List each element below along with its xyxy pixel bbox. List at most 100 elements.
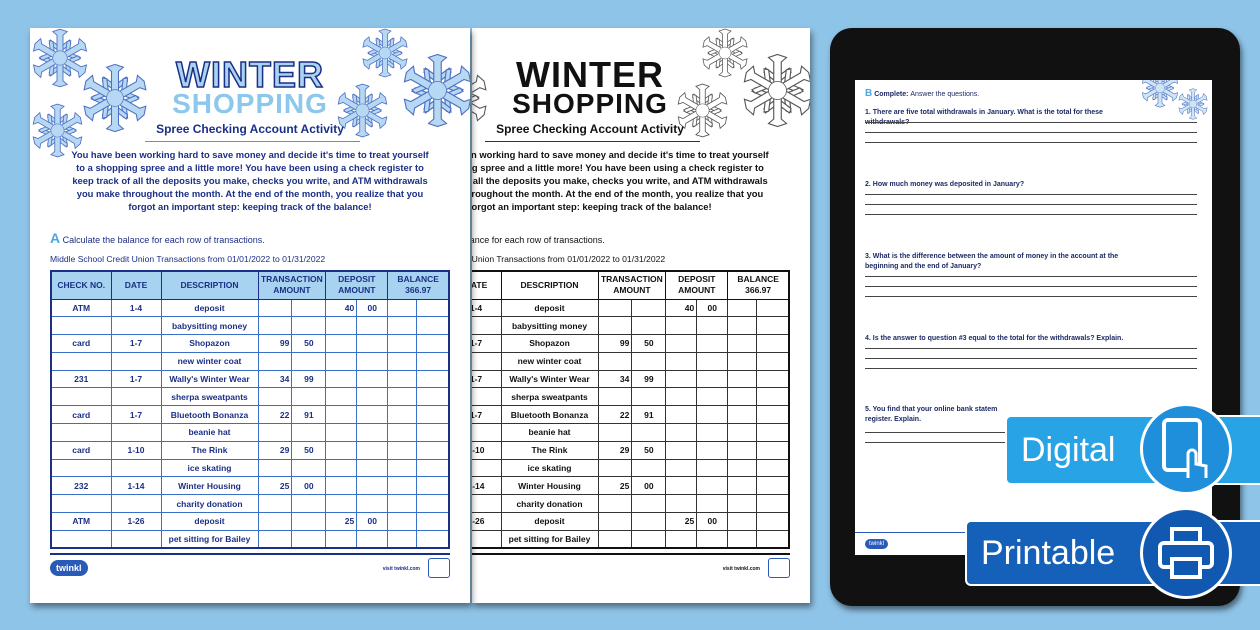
table-cell: 00: [356, 298, 389, 318]
answer-line[interactable]: [865, 368, 1197, 369]
table-cell[interactable]: [756, 316, 790, 336]
table-cell[interactable]: [756, 369, 790, 389]
table-cell[interactable]: [756, 351, 790, 371]
table-cell[interactable]: [727, 458, 758, 478]
table-cell[interactable]: [416, 512, 450, 531]
table-cell: [472, 387, 502, 407]
table-cell: 99: [631, 369, 667, 389]
table-cell[interactable]: [756, 494, 790, 514]
table-cell: 50: [631, 334, 667, 353]
answer-line[interactable]: [865, 142, 1197, 143]
title-line2: SHOPPING: [512, 88, 668, 119]
table-cell[interactable]: [756, 512, 790, 531]
table-cell[interactable]: [756, 476, 790, 496]
table-cell[interactable]: [727, 494, 758, 514]
table-cell: [257, 494, 293, 514]
table-cell: 231: [50, 369, 112, 389]
table-cell: [356, 405, 389, 425]
table-cell: [257, 458, 293, 478]
table-cell[interactable]: [756, 387, 790, 407]
table-cell[interactable]: [387, 529, 418, 549]
table-cell: 34: [597, 369, 633, 389]
table-cell[interactable]: [756, 298, 790, 318]
section-b-heading: B Complete: Answer the questions.: [865, 88, 979, 99]
table-cell: [665, 405, 698, 425]
table-cell[interactable]: [727, 440, 758, 460]
answer-line[interactable]: [865, 214, 1197, 215]
answer-line[interactable]: [865, 122, 1197, 123]
table-cell: ice skating: [160, 458, 259, 478]
table-cell: [325, 369, 358, 389]
table-cell[interactable]: [387, 476, 418, 496]
table-cell[interactable]: [387, 387, 418, 407]
answer-line[interactable]: [865, 194, 1197, 195]
table-cell: 1-4: [472, 298, 502, 318]
table-cell[interactable]: [387, 316, 418, 336]
table-cell[interactable]: [416, 423, 450, 442]
table-row: ice skating: [472, 458, 790, 478]
table-cell: [696, 458, 729, 478]
table-cell[interactable]: [387, 334, 418, 353]
table-cell[interactable]: [416, 334, 450, 353]
table-cell[interactable]: [416, 476, 450, 496]
table-cell[interactable]: [387, 423, 418, 442]
table-cell: ATM: [50, 512, 112, 531]
answer-line[interactable]: [865, 358, 1197, 359]
table-cell[interactable]: [727, 334, 758, 353]
table-cell: Wally's Winter Wear: [500, 369, 599, 389]
table-cell[interactable]: [416, 405, 450, 425]
table-cell[interactable]: [727, 476, 758, 496]
table-cell[interactable]: [756, 458, 790, 478]
table-cell[interactable]: [727, 405, 758, 425]
table-cell[interactable]: [387, 458, 418, 478]
table-cell[interactable]: [416, 316, 450, 336]
table-cell: [257, 316, 293, 336]
answer-line[interactable]: [865, 276, 1197, 277]
table-cell[interactable]: [727, 423, 758, 442]
table-cell[interactable]: [416, 458, 450, 478]
table-cell[interactable]: [416, 494, 450, 514]
table-cell[interactable]: [727, 351, 758, 371]
table-cell[interactable]: [387, 298, 418, 318]
table-cell[interactable]: [756, 423, 790, 442]
table-cell[interactable]: [416, 351, 450, 371]
table-cell: Winter Housing: [500, 476, 599, 496]
table-cell[interactable]: [387, 405, 418, 425]
table-cell[interactable]: [416, 387, 450, 407]
twinkl-logo: twinkl: [50, 560, 88, 576]
table-cell[interactable]: [416, 440, 450, 460]
table-cell[interactable]: [727, 512, 758, 531]
table-cell: card: [50, 405, 112, 425]
table-row: babysitting money: [50, 316, 450, 336]
quality-badge-icon: [428, 558, 450, 578]
answer-line[interactable]: [865, 296, 1197, 297]
table-cell[interactable]: [756, 529, 790, 549]
table-cell[interactable]: [416, 529, 450, 549]
table-cell[interactable]: [387, 369, 418, 389]
table-cell[interactable]: [756, 334, 790, 353]
table-cell[interactable]: [727, 316, 758, 336]
table-cell[interactable]: [416, 369, 450, 389]
table-cell[interactable]: [756, 405, 790, 425]
table-cell[interactable]: [387, 351, 418, 371]
table-cell[interactable]: [727, 529, 758, 549]
table-cell[interactable]: [387, 512, 418, 531]
table-cell: [597, 423, 633, 442]
table-cell[interactable]: [727, 387, 758, 407]
table-cell[interactable]: [727, 298, 758, 318]
table-row: beanie hat: [50, 423, 450, 442]
table-cell: [665, 334, 698, 353]
table-cell[interactable]: [387, 494, 418, 514]
table-cell[interactable]: [387, 440, 418, 460]
table-cell[interactable]: [756, 440, 790, 460]
snowflake-icon: [403, 53, 470, 128]
table-cell: [472, 494, 502, 514]
answer-line[interactable]: [865, 286, 1197, 287]
answer-line[interactable]: [865, 204, 1197, 205]
answer-line[interactable]: [865, 132, 1197, 133]
table-cell[interactable]: [416, 298, 450, 318]
answer-line[interactable]: [865, 348, 1197, 349]
table-cell[interactable]: [727, 369, 758, 389]
table-cell: [665, 423, 698, 442]
table-cell: charity donation: [500, 494, 599, 514]
